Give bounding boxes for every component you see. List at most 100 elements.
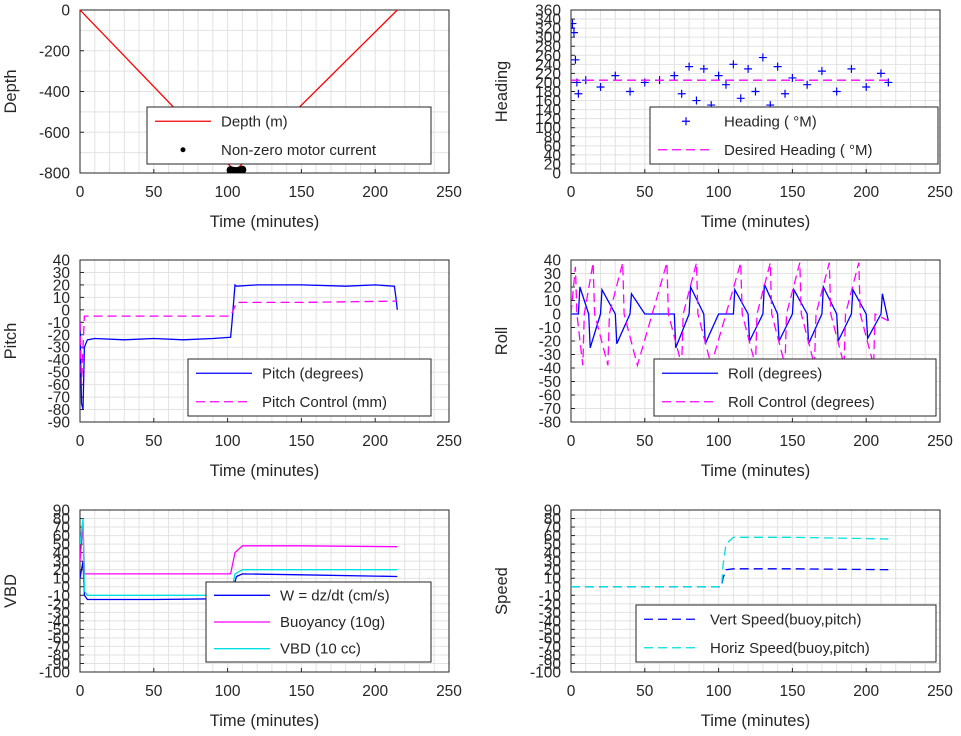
data-point [758, 53, 767, 62]
x-tick-label: 100 [215, 184, 241, 201]
y-tick-label: 60 [53, 528, 71, 545]
x-tick-label: 0 [76, 184, 85, 201]
data-point [571, 28, 578, 37]
x-tick-label: 200 [853, 433, 879, 450]
y-tick-label: -80 [48, 402, 71, 419]
x-axis-label: Time (minutes) [701, 712, 810, 730]
x-tick-label: 150 [288, 184, 314, 201]
chart-1: 0 50 100 150 200 2500204060801001201401601802… [493, 3, 953, 232]
data-point [884, 78, 893, 87]
x-tick-label: 150 [779, 433, 805, 450]
x-tick-label: 0 [567, 184, 576, 201]
data-point [611, 71, 620, 80]
y-tick-label: -40 [48, 352, 71, 369]
y-tick-label: -60 [48, 377, 71, 394]
data-point [832, 87, 841, 96]
y-tick-label: 100 [535, 120, 561, 137]
y-tick-label: 180 [535, 84, 561, 101]
y-tick-label: 360 [535, 3, 561, 20]
y-axis-label: Depth [2, 69, 20, 113]
y-tick-label: -10 [48, 588, 71, 605]
y-tick-label: 260 [535, 48, 561, 65]
data-point [751, 87, 760, 96]
legend-label: VBD (10 cc) [280, 641, 361, 658]
series-0 [571, 284, 889, 349]
plot-area [80, 283, 398, 410]
legend-swatch [180, 147, 186, 153]
y-tick-label: 20 [544, 280, 562, 297]
y-tick-label: -50 [539, 622, 562, 639]
y-tick-label: -60 [48, 630, 71, 647]
x-tick-label: 200 [362, 184, 388, 201]
legend-box [187, 358, 432, 417]
data-point [677, 89, 686, 98]
data-point [788, 73, 797, 82]
y-tick-label: 80 [53, 511, 71, 528]
x-tick-label: 150 [779, 184, 805, 201]
series-line [80, 283, 398, 410]
y-tick-label: 300 [535, 30, 561, 47]
x-tick-label: 150 [288, 433, 314, 450]
x-tick-label: 50 [145, 433, 163, 450]
y-tick-label: 200 [535, 75, 561, 92]
chart-2: 0 50 100 150 200 250-90-80-70-60-50-40-30-20-… [2, 253, 462, 481]
plot-area [571, 262, 889, 368]
legend-label: Buoyancy (10g) [280, 614, 385, 631]
data-point [781, 89, 790, 98]
y-tick-label: -30 [539, 605, 562, 622]
y-tick-label: 140 [535, 102, 561, 119]
y-tick-label: 340 [535, 12, 561, 29]
y-tick-label: 20 [544, 562, 562, 579]
y-tick-label: -30 [48, 605, 71, 622]
y-tick-label: 90 [53, 503, 71, 520]
chart-5: 0 50 100 150 200 250-100-90-80-70-60-50-40-30… [493, 503, 953, 731]
y-tick-label: -50 [539, 374, 562, 391]
y-axis-label: Speed [493, 567, 511, 615]
x-tick-label: 250 [927, 184, 953, 201]
legend-label: Pitch Control (mm) [262, 394, 387, 411]
y-tick-label: -70 [539, 401, 562, 418]
x-tick-label: 200 [853, 184, 879, 201]
y-axis-label: VBD [2, 574, 20, 608]
y-tick-label: 0 [61, 3, 70, 20]
x-tick-label: 250 [436, 433, 462, 450]
x-tick-label: 200 [853, 683, 879, 700]
y-tick-label: -100 [39, 665, 70, 682]
x-axis-label: Time (minutes) [701, 213, 810, 231]
y-tick-label: 240 [535, 57, 561, 74]
x-tick-label: 250 [436, 184, 462, 201]
data-point [626, 87, 635, 96]
series-1 [226, 165, 247, 173]
data-point [729, 60, 738, 69]
x-tick-label: 50 [636, 433, 654, 450]
y-tick-label: 80 [544, 511, 562, 528]
x-tick-label: 0 [567, 683, 576, 700]
data-point [692, 96, 701, 105]
y-tick-label: 40 [544, 147, 562, 164]
legend: Pitch (degrees) Pitch Control (mm) [187, 358, 432, 417]
x-tick-label: 250 [927, 433, 953, 450]
y-tick-label: -10 [539, 588, 562, 605]
y-tick-label: -70 [48, 639, 71, 656]
x-axis-label: Time (minutes) [210, 462, 319, 480]
y-tick-label: -100 [530, 665, 561, 682]
y-tick-label: 20 [53, 562, 71, 579]
data-point [744, 64, 753, 73]
y-axis-label: Pitch [2, 323, 20, 360]
x-tick-label: 100 [706, 683, 732, 700]
legend-label: Roll Control (degrees) [728, 394, 875, 411]
legend-label: Non-zero motor current [221, 142, 377, 159]
y-tick-label: 20 [544, 156, 562, 173]
y-tick-label: -40 [48, 613, 71, 630]
series-1 [571, 536, 889, 588]
y-tick-label: 220 [535, 66, 561, 83]
x-tick-label: 0 [76, 683, 85, 700]
plot-area [571, 19, 893, 110]
legend-box [635, 604, 937, 663]
x-tick-label: 0 [567, 433, 576, 450]
x-tick-label: 200 [362, 433, 388, 450]
y-tick-label: -80 [539, 415, 562, 432]
y-tick-label: 120 [535, 111, 561, 128]
legend-box [649, 106, 939, 165]
x-tick-label: 0 [76, 433, 85, 450]
